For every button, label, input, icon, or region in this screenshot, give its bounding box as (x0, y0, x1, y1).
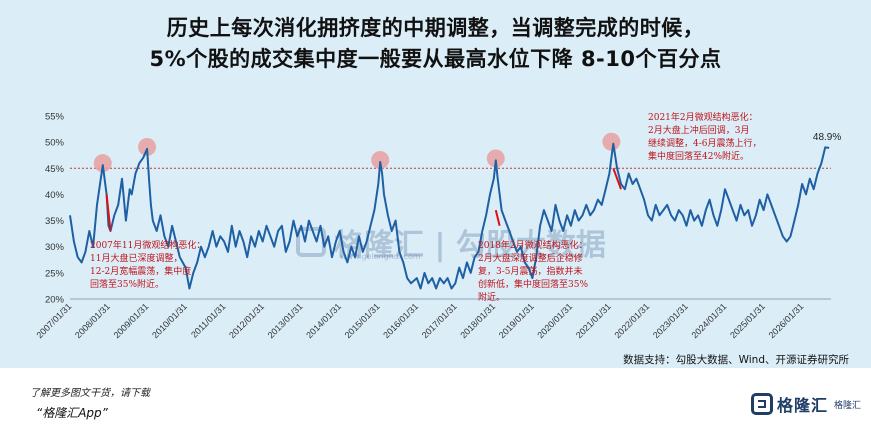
annotation-2021: 2021年2月微观结构恶化： 2月大盘上冲后回调，3月 继续调整，4-6月震荡上… (648, 113, 762, 162)
x-tick-label: 2012/01/31 (227, 301, 266, 340)
chart-panel (0, 0, 871, 368)
watermark-text: 格隆汇 | 勾股大数据 (334, 228, 606, 263)
drop-segment (105, 194, 112, 232)
x-tick-label: 2023/01/31 (651, 301, 690, 340)
drop-segment (612, 167, 622, 190)
x-tick-label: 2008/01/31 (73, 301, 112, 340)
watermark-url: www.gelonghui.com (340, 252, 421, 261)
y-tick-label: 45% (45, 164, 65, 175)
peak-highlight (486, 149, 505, 168)
watermark: 格隆汇 | 勾股大数据 (296, 220, 606, 264)
footer-download-hint: 了解更多图文干货，请下载 (30, 388, 150, 399)
footer-app-name: “格隆汇App” (36, 406, 108, 420)
x-tick-label: 2011/01/31 (189, 301, 227, 339)
x-tick-label: 2014/01/31 (304, 301, 343, 340)
x-tick-label: 2026/01/31 (767, 301, 806, 340)
brand-logo-sub: 格隆汇 (833, 400, 861, 411)
peak-highlight (602, 132, 621, 151)
y-tick-label: 50% (45, 138, 65, 149)
annotation-2018: 2018年2月微观结构恶化： 2月大盘深度调整后企稳修 复，3-5月震荡，指数并… (478, 241, 589, 303)
end-value-label: 48.9% (813, 132, 841, 143)
brand-logo-icon (750, 393, 773, 415)
x-tick-label: 2025/01/31 (728, 301, 767, 340)
data-source: 数据支持：勾股大数据、Wind、开源证券研究所 (623, 354, 849, 366)
x-tick-label: 2024/01/31 (690, 301, 729, 340)
series-line (69, 142, 830, 290)
drop-segment (494, 209, 501, 227)
x-tick-label: 2013/01/31 (266, 301, 305, 340)
y-tick-label: 25% (45, 268, 65, 279)
x-tick-label: 2016/01/31 (381, 301, 420, 340)
x-tick-label: 2022/01/31 (612, 301, 651, 340)
annotation-2007: 2007年11月微观结构恶化： 11月大盘已深度调整， 12-2月宽幅震荡，集中… (90, 241, 206, 290)
brand-logo: 格隆汇 格隆汇 (750, 390, 861, 418)
chart-title-line-1: 历史上每次消化拥挤度的中期调整，当调整完成的时候， (166, 16, 705, 40)
peak-highlight (93, 154, 112, 173)
x-tick-label: 2007/01/31 (34, 301, 73, 340)
brand-logo-text: 格隆汇 (776, 396, 828, 415)
peak-highlight (371, 151, 390, 170)
y-tick-label: 35% (45, 216, 65, 227)
x-tick-label: 2019/01/31 (497, 301, 536, 340)
x-tick-label: 2021/01/31 (574, 301, 613, 340)
x-tick-label: 2018/01/31 (458, 301, 497, 340)
x-tick-label: 2020/01/31 (535, 301, 574, 340)
y-tick-label: 20% (45, 295, 65, 306)
peak-highlight (138, 137, 157, 156)
x-tick-label: 2015/01/31 (343, 301, 382, 340)
y-tick-label: 55% (45, 112, 65, 123)
line-chart: 20% 25% 30% 35% 40% 45% 50% 55% 2007/01/31 2008/0… (34, 112, 841, 341)
x-tick-label: 2010/01/31 (150, 301, 189, 340)
x-tick-label: 2017/01/31 (420, 301, 459, 340)
y-tick-label: 30% (45, 242, 65, 253)
chart-title-line-2: 5%个股的成交集中度一般要从最高水位下降 8-10个百分点 (149, 47, 722, 71)
y-tick-label: 40% (45, 190, 65, 201)
x-tick-label: 2009/01/31 (112, 301, 151, 340)
